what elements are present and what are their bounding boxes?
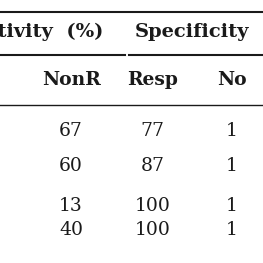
Text: NonR: NonR <box>42 71 100 89</box>
Text: sp: sp <box>0 71 1 89</box>
Text: 77: 77 <box>140 123 165 140</box>
Text: Resp: Resp <box>127 71 178 89</box>
Text: 87: 87 <box>140 157 165 175</box>
Text: 100: 100 <box>135 221 170 239</box>
Text: 1: 1 <box>225 157 237 175</box>
Text: 1: 1 <box>225 123 237 140</box>
Text: 67: 67 <box>59 123 83 140</box>
Text: 1: 1 <box>225 198 237 215</box>
Text: 40: 40 <box>59 221 83 239</box>
Text: No: No <box>217 71 246 89</box>
Text: Specificity: Specificity <box>135 23 249 41</box>
Text: 60: 60 <box>59 157 83 175</box>
Text: 13: 13 <box>59 198 83 215</box>
Text: 1: 1 <box>225 221 237 239</box>
Text: nsitivity  (%): nsitivity (%) <box>0 22 103 41</box>
Text: 100: 100 <box>135 198 170 215</box>
